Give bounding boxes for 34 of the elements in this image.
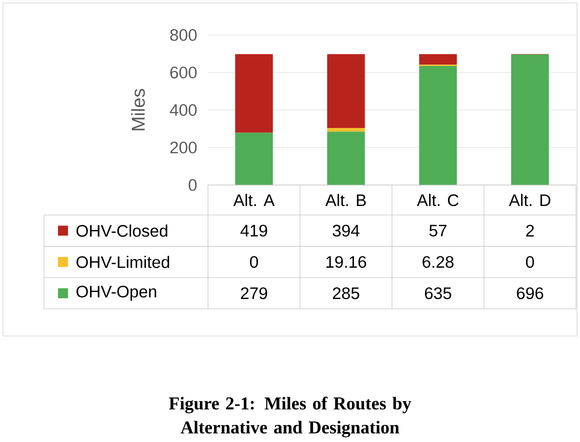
data-label: 6.28 [422, 256, 454, 268]
data-label: 279 [240, 287, 268, 300]
legend-label: OHV-Open [76, 286, 156, 301]
data-label: 0 [250, 256, 258, 268]
x-tick-label: Alt. A [233, 194, 275, 206]
bar [419, 66, 457, 186]
data-label: 2 [526, 224, 534, 237]
data-label: 419 [240, 224, 268, 237]
y-axis-title: Miles [131, 89, 145, 130]
bar [419, 54, 457, 65]
bar [235, 132, 273, 186]
x-tick-label: Alt. C [416, 194, 459, 206]
bar [327, 128, 365, 132]
data-label: 57 [429, 224, 446, 237]
data-label: 285 [332, 287, 360, 300]
y-tick-label: 600 [170, 66, 197, 79]
y-tick-label: 800 [170, 29, 197, 42]
bar [327, 132, 365, 186]
y-tick-label: 400 [170, 104, 197, 116]
data-label: 635 [424, 287, 452, 300]
text: Figure 2-1: Miles of Routes by Alternative and Designation [169, 396, 412, 438]
x-tick-label: Alt. B [325, 194, 366, 206]
bar [511, 54, 549, 186]
data-label: 394 [332, 224, 360, 237]
data-label: 696 [516, 287, 544, 300]
data-label: 19.16 [326, 256, 366, 268]
x-tick-label: Alt. D [508, 194, 550, 206]
y-tick-label: 0 [188, 179, 197, 192]
legend-label: OHV-Closed [76, 224, 168, 237]
y-tick-label: 200 [170, 142, 197, 154]
data-label: 0 [526, 256, 534, 268]
legend-label: OHV-Limited [76, 256, 170, 268]
bar [235, 54, 273, 133]
bar [327, 54, 365, 128]
